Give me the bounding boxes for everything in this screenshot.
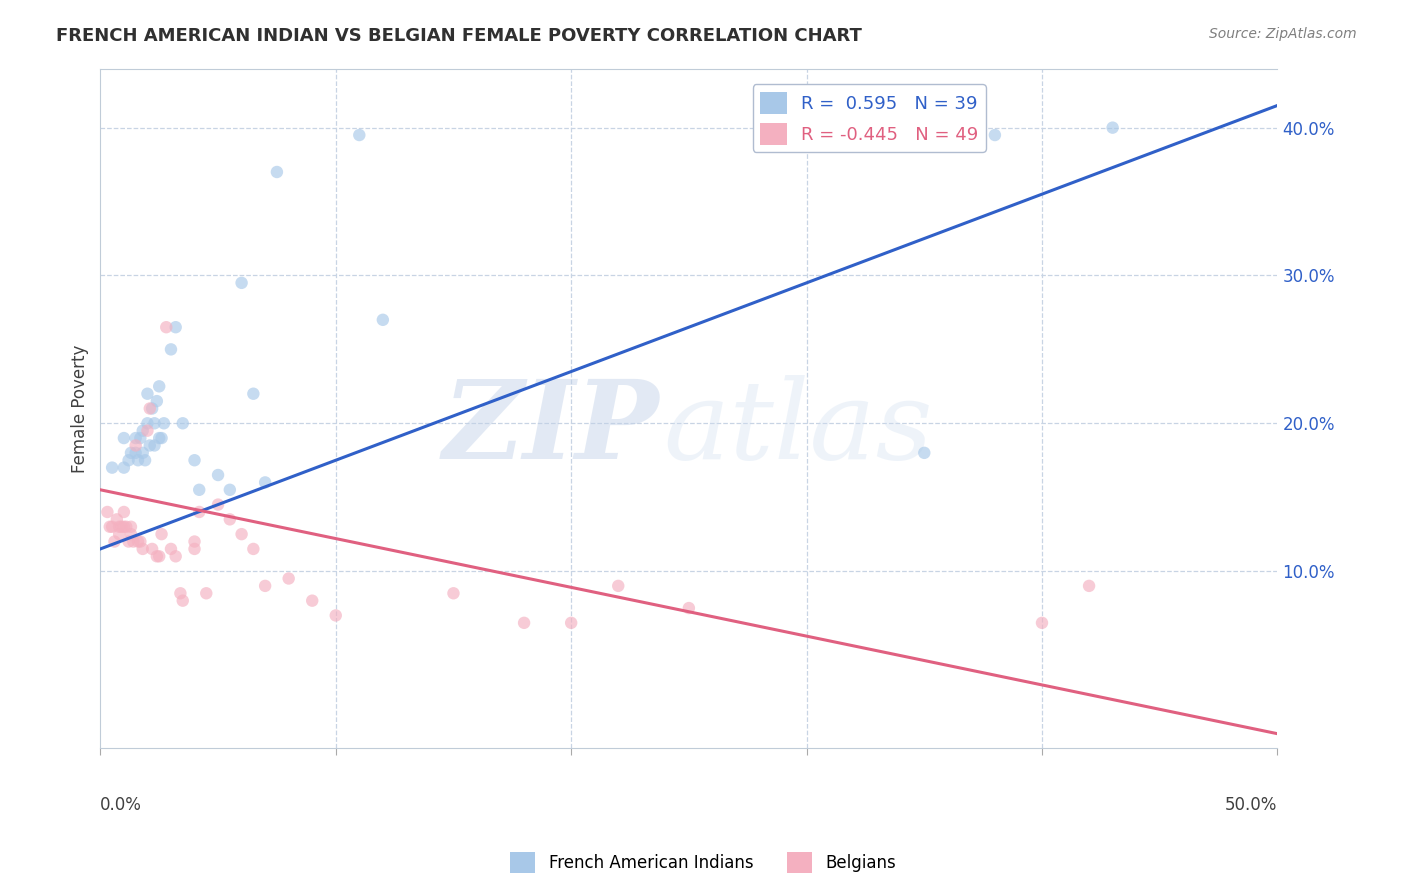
Point <box>112 520 135 534</box>
Point <box>132 446 155 460</box>
Point <box>141 541 163 556</box>
Point <box>188 505 211 519</box>
Point <box>1101 120 1123 135</box>
Y-axis label: Female Poverty: Female Poverty <box>72 344 89 473</box>
Point <box>127 534 149 549</box>
Point <box>96 505 118 519</box>
Point <box>101 460 124 475</box>
Point <box>301 593 323 607</box>
Point <box>325 608 347 623</box>
Text: FRENCH AMERICAN INDIAN VS BELGIAN FEMALE POVERTY CORRELATION CHART: FRENCH AMERICAN INDIAN VS BELGIAN FEMALE… <box>56 27 862 45</box>
Point <box>254 475 277 490</box>
Point <box>146 549 169 564</box>
Point <box>146 394 169 409</box>
Point <box>443 586 465 600</box>
Point <box>169 586 191 600</box>
Point <box>150 431 173 445</box>
Point <box>560 615 582 630</box>
Point <box>165 549 187 564</box>
Point <box>183 453 205 467</box>
Point <box>112 505 135 519</box>
Point <box>231 527 253 541</box>
Point <box>136 424 159 438</box>
Point <box>607 579 630 593</box>
Point <box>207 468 229 483</box>
Point <box>124 438 146 452</box>
Point <box>124 431 146 445</box>
Text: ZIP: ZIP <box>443 376 659 483</box>
Point <box>172 593 194 607</box>
Point <box>120 527 142 541</box>
Point <box>207 498 229 512</box>
Point <box>242 386 264 401</box>
Point <box>136 386 159 401</box>
Point <box>277 572 299 586</box>
Point <box>1031 615 1053 630</box>
Point <box>108 520 131 534</box>
Point <box>120 446 142 460</box>
Text: 50.0%: 50.0% <box>1225 796 1278 814</box>
Point <box>148 549 170 564</box>
Point <box>183 541 205 556</box>
Point <box>139 401 162 416</box>
Point <box>160 343 183 357</box>
Point <box>112 431 135 445</box>
Point <box>183 534 205 549</box>
Legend: R =  0.595   N = 39, R = -0.445   N = 49: R = 0.595 N = 39, R = -0.445 N = 49 <box>752 85 986 152</box>
Point <box>349 128 371 142</box>
Point <box>371 313 394 327</box>
Legend: French American Indians, Belgians: French American Indians, Belgians <box>503 846 903 880</box>
Point <box>153 417 176 431</box>
Point <box>984 128 1007 142</box>
Point <box>127 453 149 467</box>
Point <box>195 586 218 600</box>
Point <box>120 520 142 534</box>
Point <box>143 438 166 452</box>
Text: Source: ZipAtlas.com: Source: ZipAtlas.com <box>1209 27 1357 41</box>
Point <box>172 417 194 431</box>
Point <box>115 520 138 534</box>
Point <box>218 512 240 526</box>
Point <box>105 512 128 526</box>
Point <box>117 453 139 467</box>
Point <box>129 534 152 549</box>
Point <box>912 446 935 460</box>
Point <box>136 417 159 431</box>
Point <box>160 541 183 556</box>
Point <box>132 424 155 438</box>
Point <box>132 541 155 556</box>
Point <box>188 483 211 497</box>
Point <box>122 534 145 549</box>
Point <box>139 438 162 452</box>
Point <box>148 379 170 393</box>
Point <box>231 276 253 290</box>
Point <box>108 527 131 541</box>
Point <box>110 520 132 534</box>
Text: 0.0%: 0.0% <box>100 796 142 814</box>
Point <box>103 534 125 549</box>
Point <box>143 417 166 431</box>
Point <box>150 527 173 541</box>
Point <box>124 446 146 460</box>
Point <box>155 320 177 334</box>
Point <box>117 534 139 549</box>
Point <box>141 401 163 416</box>
Point <box>134 453 156 467</box>
Point <box>129 431 152 445</box>
Point <box>101 520 124 534</box>
Point <box>242 541 264 556</box>
Text: atlas: atlas <box>664 376 932 483</box>
Point <box>148 431 170 445</box>
Point <box>112 460 135 475</box>
Point <box>678 601 700 615</box>
Point <box>1078 579 1101 593</box>
Point <box>165 320 187 334</box>
Point <box>254 579 277 593</box>
Point <box>218 483 240 497</box>
Point <box>266 165 288 179</box>
Point <box>98 520 121 534</box>
Point <box>513 615 536 630</box>
